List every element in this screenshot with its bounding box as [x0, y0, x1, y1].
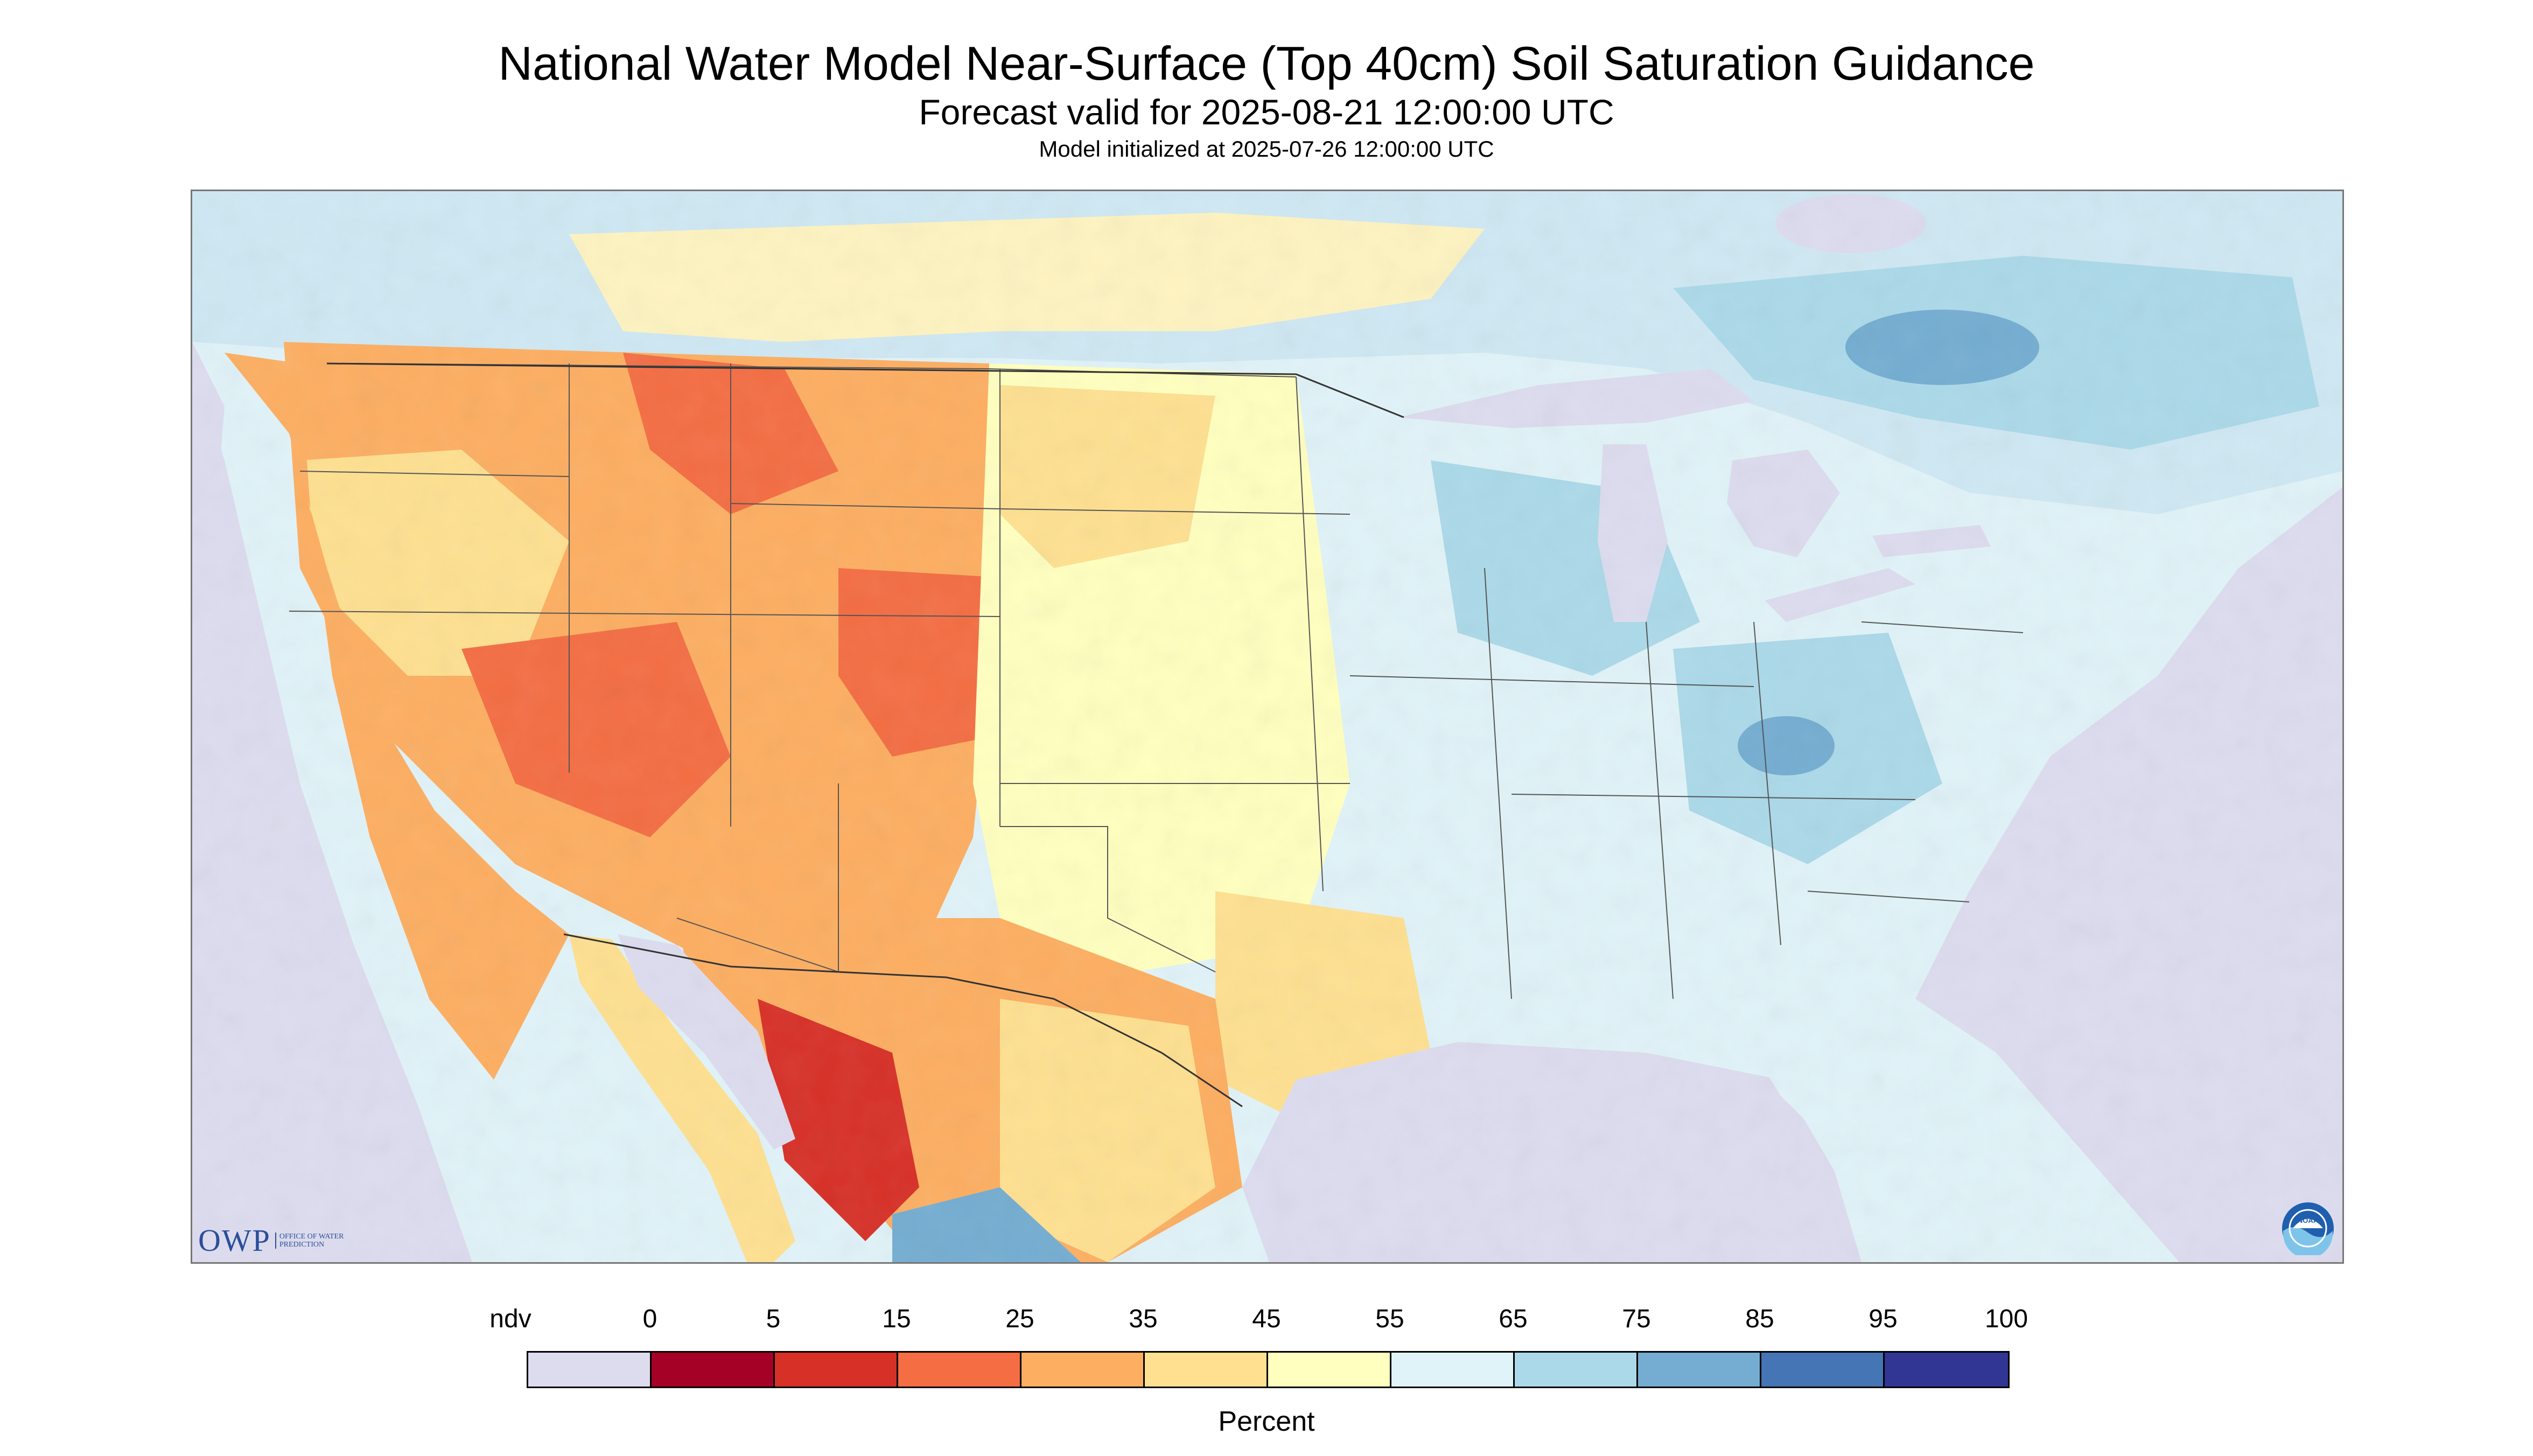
- legend-label: 100: [1984, 1305, 2028, 1333]
- soil-saturation-map[interactable]: [191, 190, 2344, 1264]
- owp-logo: OWP OFFICE OF WATER PREDICTION: [198, 1222, 355, 1258]
- legend-swatch-0-5: [652, 1353, 775, 1387]
- page-title: National Water Model Near-Surface (Top 4…: [498, 37, 2035, 90]
- legend-swatch-75-85: [1638, 1353, 1761, 1387]
- us-canada-border: [326, 362, 1404, 418]
- legend-swatch-95-100: [1885, 1353, 2008, 1387]
- legend-label: ndv: [489, 1305, 531, 1333]
- legend-label: 65: [1499, 1305, 1528, 1333]
- legend-label: 55: [1375, 1305, 1404, 1333]
- us-mexico-border: [563, 933, 1243, 1108]
- legend-swatch-ndv: [528, 1353, 652, 1387]
- legend-label: 25: [1005, 1305, 1034, 1333]
- forecast-valid-subtitle: Forecast valid for 2025-08-21 12:00:00 U…: [919, 92, 1614, 132]
- legend-label: 95: [1869, 1305, 1898, 1333]
- legend-label: 85: [1745, 1305, 1774, 1333]
- noaa-logo-text: NOAA: [2298, 1216, 2319, 1224]
- legend-swatch-55-65: [1391, 1353, 1515, 1387]
- legend-swatch-45-55: [1268, 1353, 1391, 1387]
- legend-label: 15: [882, 1305, 911, 1333]
- owp-logo-text: OWP: [198, 1223, 271, 1258]
- legend-label: 5: [766, 1305, 781, 1333]
- owp-logo-subtext: OFFICE OF WATER PREDICTION: [275, 1232, 355, 1249]
- legend-swatch-35-45: [1145, 1353, 1268, 1387]
- texture-overlay: [192, 191, 2342, 1262]
- legend-label: 45: [1252, 1305, 1281, 1333]
- legend-label: 35: [1129, 1305, 1158, 1333]
- state-borders: [289, 363, 2024, 999]
- noaa-logo: NOAA: [2281, 1201, 2335, 1258]
- legend-title: Percent: [1218, 1406, 1315, 1437]
- legend-colorbar: [527, 1351, 2010, 1388]
- legend-swatch-65-75: [1515, 1353, 1638, 1387]
- model-init-line: Model initialized at 2025-07-26 12:00:00…: [1039, 136, 1494, 162]
- legend-swatch-5-15: [775, 1353, 898, 1387]
- legend-label: 75: [1622, 1305, 1651, 1333]
- legend-swatch-85-95: [1761, 1353, 1885, 1387]
- legend-swatch-15-25: [898, 1353, 1021, 1387]
- legend-label: 0: [642, 1305, 657, 1333]
- legend-swatch-25-35: [1021, 1353, 1145, 1387]
